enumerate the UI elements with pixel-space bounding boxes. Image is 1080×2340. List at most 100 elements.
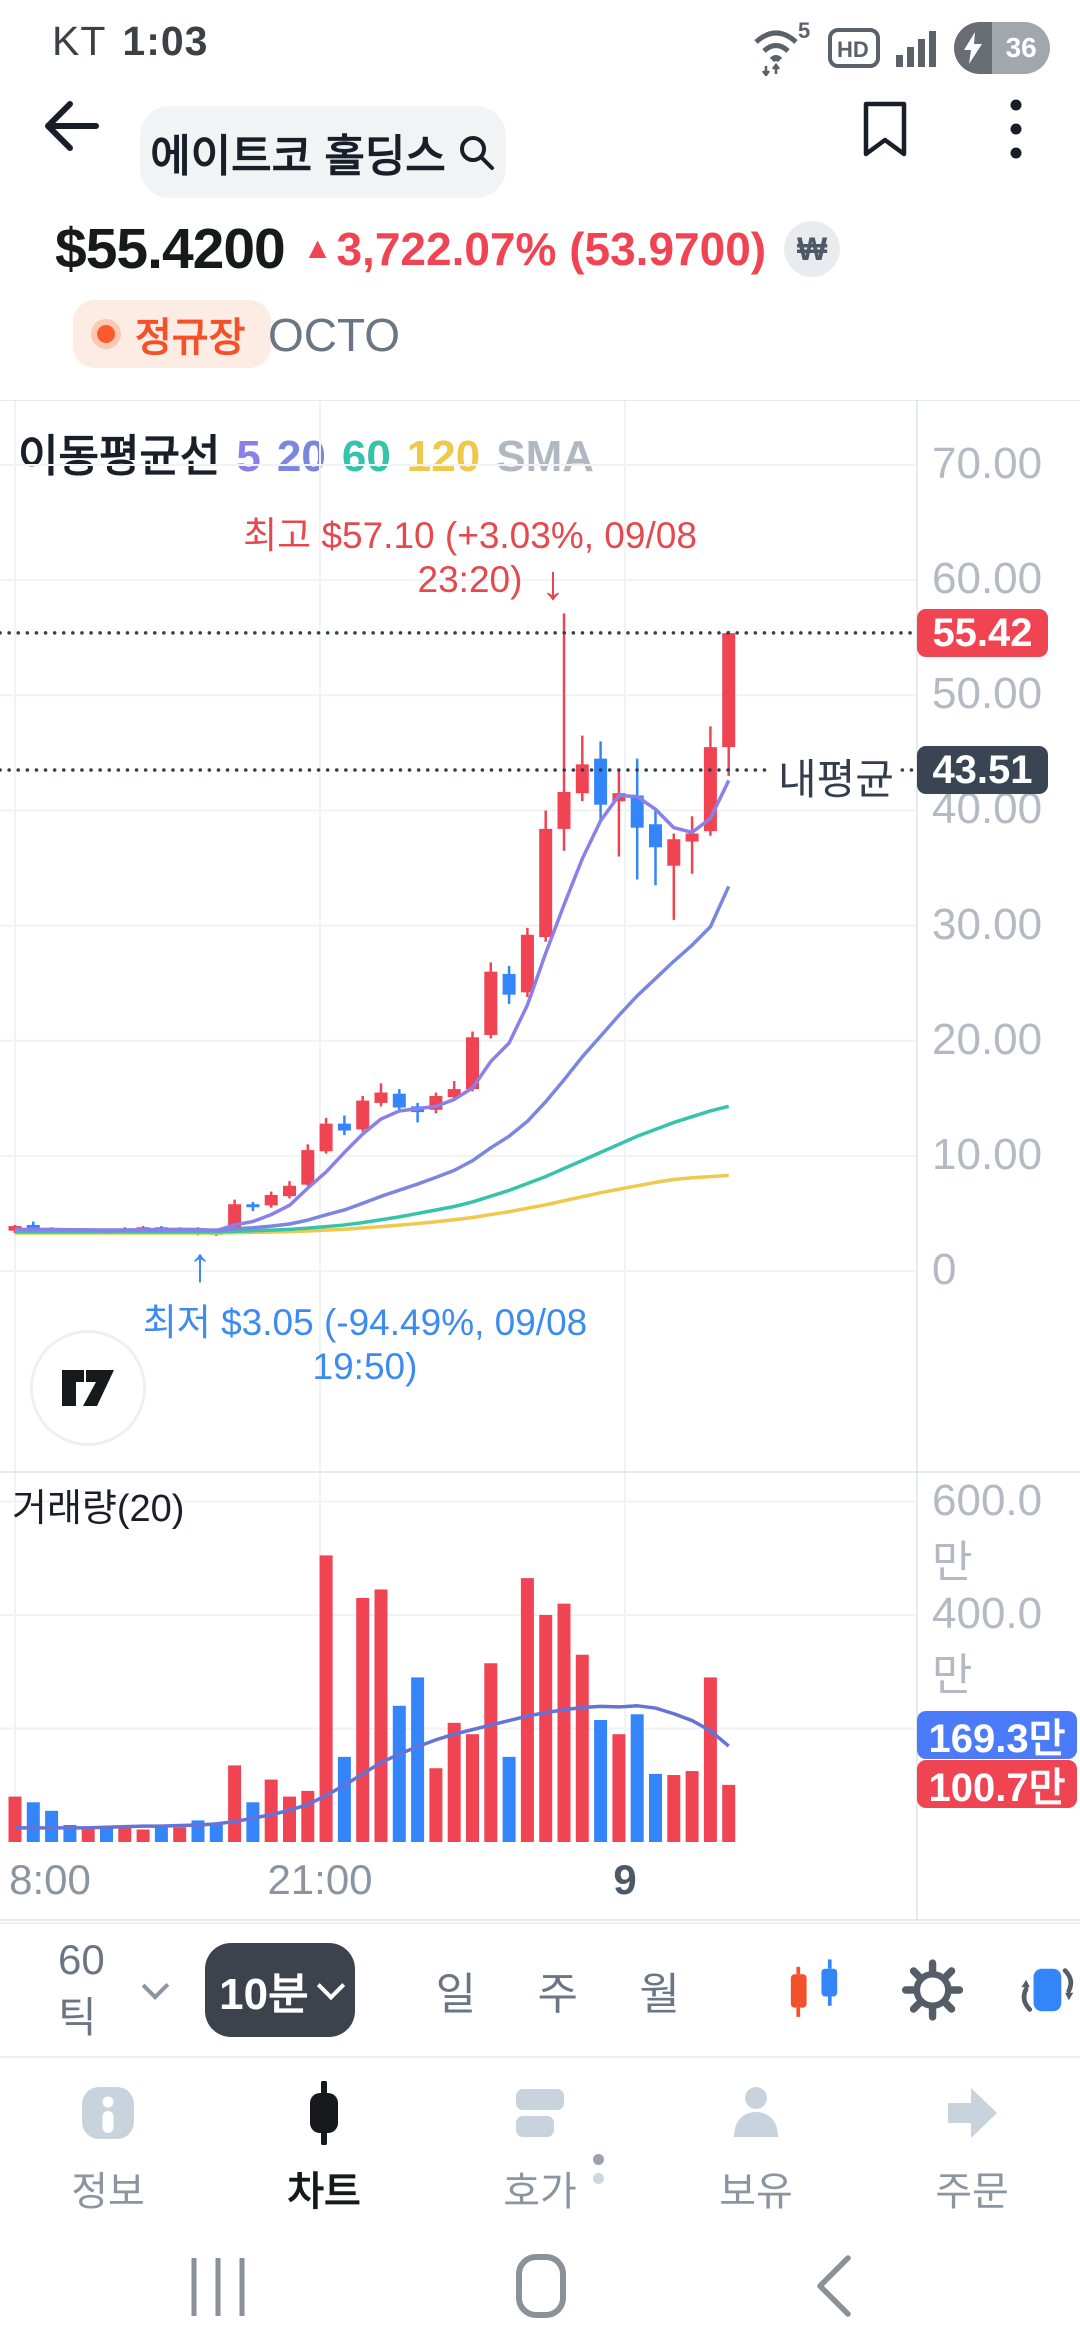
high-arrow-icon: ↓ bbox=[541, 557, 565, 610]
tradingview-logo[interactable] bbox=[30, 1330, 146, 1446]
ma60-legend: 60 bbox=[341, 432, 391, 481]
tick-interval-label: 60틱 bbox=[58, 1935, 105, 2041]
volume-ma-line bbox=[15, 1704, 730, 1830]
rotate-screen-button[interactable] bbox=[1015, 1955, 1080, 2025]
arrow-right-icon bbox=[948, 2088, 997, 2138]
home-button[interactable] bbox=[514, 2252, 568, 2320]
volume-bar bbox=[575, 1654, 589, 1842]
volume-bar bbox=[154, 1824, 168, 1842]
candle-body bbox=[557, 792, 571, 829]
volume-bar bbox=[612, 1734, 626, 1842]
daily-button[interactable]: 일 bbox=[435, 1970, 477, 2019]
time-axis-label: 21:00 bbox=[267, 1856, 373, 1903]
more-menu-button[interactable] bbox=[1000, 96, 1032, 162]
volume-bar bbox=[594, 1719, 608, 1842]
bottom-navigation: 정보 차트 호가 보유 bbox=[0, 2058, 1080, 2240]
nav-item-chart[interactable]: 차트 bbox=[216, 2058, 432, 2240]
nav-item-holdings[interactable]: 보유 bbox=[648, 2058, 864, 2240]
bottomnav-divider bbox=[0, 2056, 1080, 2058]
recents-button[interactable] bbox=[186, 2254, 256, 2320]
stock-search-button[interactable]: 에이트코 홀딩스 bbox=[140, 106, 506, 198]
wifi-icon: 5 bbox=[754, 20, 810, 76]
volume-bar bbox=[667, 1775, 681, 1842]
tick-interval-button[interactable]: 60틱 bbox=[58, 1935, 170, 2045]
volume-title: 거래량(20) bbox=[12, 1488, 185, 1530]
price-axis-label: 30.00 bbox=[932, 899, 1043, 949]
volume-bar bbox=[173, 1827, 187, 1842]
ma20-legend: 20 bbox=[276, 432, 326, 481]
clock: 1:03 bbox=[122, 18, 209, 64]
ma5-legend: 5 bbox=[236, 432, 261, 481]
volume-bar bbox=[81, 1827, 95, 1842]
volume-bar bbox=[703, 1677, 717, 1842]
candle-body bbox=[447, 1089, 461, 1098]
volume-bar bbox=[136, 1829, 150, 1842]
ma120-line bbox=[15, 1173, 729, 1235]
volume-bar bbox=[392, 1705, 406, 1842]
candle-body bbox=[374, 1092, 388, 1103]
back-button[interactable] bbox=[42, 98, 102, 154]
price-axis-label: 10.00 bbox=[932, 1129, 1043, 1179]
ma120-legend: 120 bbox=[406, 432, 481, 481]
current-price-badge: 55.42 bbox=[917, 609, 1048, 657]
session-label: 정규장 bbox=[135, 316, 246, 360]
settings-gear-button[interactable] bbox=[902, 1957, 964, 2023]
volume-ma-badge: 169.3만 bbox=[917, 1711, 1077, 1761]
low-annotation: 최저 $3.05 (-94.49%, 09/08 19:50) bbox=[142, 1302, 588, 1387]
status-bar-right: 5 HD 36 bbox=[748, 20, 1050, 76]
candle-body bbox=[356, 1100, 370, 1130]
nav-label: 정보 bbox=[71, 2170, 145, 2214]
market-session-badge[interactable]: 정규장 bbox=[73, 300, 272, 368]
volume-bar bbox=[484, 1663, 498, 1842]
candle-body bbox=[722, 633, 736, 748]
candle-body bbox=[319, 1123, 333, 1152]
chart-toolbar: 60틱 10분 일 주 월 bbox=[0, 1924, 1080, 2056]
toolbar-top-divider bbox=[0, 1922, 1080, 1924]
candle-body bbox=[594, 758, 608, 805]
status-bar-left: KT 1:03 bbox=[52, 18, 208, 65]
candle-body bbox=[484, 971, 498, 1035]
currency-toggle-button[interactable]: ₩ bbox=[784, 221, 841, 277]
candle-body bbox=[649, 824, 662, 848]
carrier-label: KT bbox=[52, 18, 107, 64]
back-nav-button[interactable] bbox=[812, 2254, 856, 2318]
avg-price-badge: 43.51 bbox=[917, 746, 1048, 794]
candle-body bbox=[337, 1123, 351, 1131]
time-axis-label: 9 bbox=[613, 1856, 637, 1903]
person-icon bbox=[734, 2087, 778, 2137]
price-change-text: 3,722.07% (53.9700) bbox=[336, 223, 767, 275]
venue-label: OCTO bbox=[268, 309, 401, 361]
current-price: $55.4200 bbox=[55, 217, 286, 281]
price-axis-label: 20.00 bbox=[932, 1014, 1043, 1064]
chevron-down-icon bbox=[316, 1971, 345, 2001]
volume-bar bbox=[685, 1771, 699, 1842]
interval-select-button[interactable]: 10분 bbox=[204, 1943, 355, 2037]
volume-bar bbox=[411, 1677, 425, 1842]
price-axis-label: 0 bbox=[932, 1245, 957, 1294]
ma60-line bbox=[15, 1104, 730, 1234]
volume-last-badge: 100.7만 bbox=[917, 1760, 1077, 1810]
weekly-button[interactable]: 주 bbox=[537, 1970, 578, 2019]
battery-charging-bolt-icon bbox=[954, 22, 993, 74]
price-volume-chart[interactable] bbox=[0, 400, 1080, 1930]
volume-bar bbox=[502, 1756, 516, 1842]
candle-body bbox=[630, 795, 644, 828]
monthly-button[interactable]: 월 bbox=[639, 1970, 680, 2019]
nav-item-order[interactable]: 주문 bbox=[864, 2058, 1080, 2240]
svg-text:5: 5 bbox=[798, 20, 810, 43]
nav-item-info[interactable]: 정보 bbox=[0, 2058, 216, 2240]
price-axis-label: 50.00 bbox=[932, 669, 1043, 719]
nav-item-orderbook[interactable]: 호가 bbox=[432, 2058, 648, 2240]
volume-bar bbox=[520, 1578, 534, 1842]
chart-type-button[interactable] bbox=[789, 1957, 846, 2023]
stock-name: 에이트코 홀딩스 bbox=[150, 132, 446, 181]
bookmark-button[interactable] bbox=[862, 100, 908, 158]
avg-price-name: 내평균 bbox=[772, 746, 900, 807]
candle-body bbox=[539, 828, 553, 938]
interval-label: 10분 bbox=[219, 1970, 309, 2019]
session-live-dot-icon bbox=[91, 319, 121, 349]
volume-bar bbox=[209, 1824, 223, 1842]
up-arrow-icon: ▲ bbox=[302, 232, 333, 265]
volume-bar bbox=[447, 1722, 461, 1842]
